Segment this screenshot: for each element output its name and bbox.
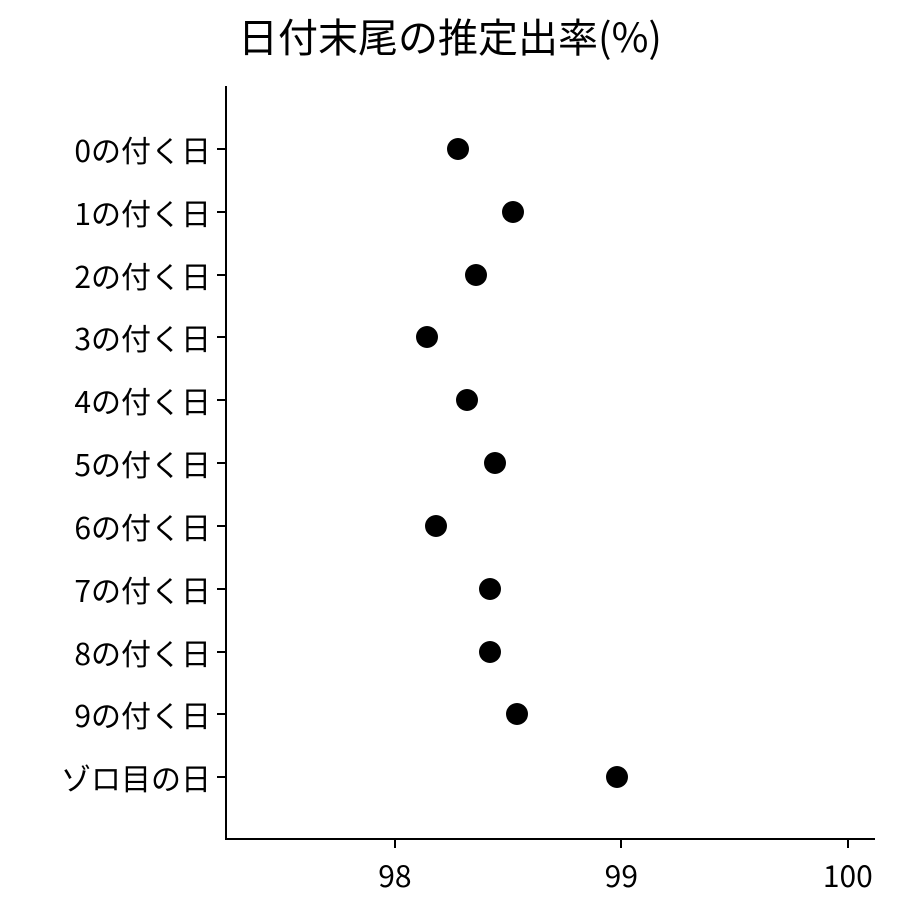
- y-tick-label: 8の付く日: [74, 630, 211, 674]
- data-marker: [416, 326, 438, 348]
- y-tick: [217, 588, 225, 590]
- x-tick-label: 100: [823, 852, 873, 896]
- y-tick-label: 0の付く日: [74, 127, 211, 171]
- y-tick-label: 5の付く日: [74, 441, 211, 485]
- y-tick-label: 9の付く日: [74, 692, 211, 736]
- data-marker: [456, 389, 478, 411]
- y-tick-label: 3の付く日: [74, 315, 211, 359]
- x-tick: [847, 840, 849, 848]
- data-marker: [425, 515, 447, 537]
- y-tick-label: 1の付く日: [74, 190, 211, 234]
- y-tick-label: 4の付く日: [74, 378, 211, 422]
- y-tick: [217, 336, 225, 338]
- y-axis-line: [225, 86, 227, 840]
- y-tick: [217, 462, 225, 464]
- chart-container: 日付末尾の推定出率(%) 0の付く日1の付く日2の付く日3の付く日4の付く日5の…: [0, 0, 900, 900]
- y-tick-label: ゾロ目の日: [61, 755, 211, 799]
- y-tick: [217, 776, 225, 778]
- x-tick: [394, 840, 396, 848]
- y-tick-label: 2の付く日: [74, 253, 211, 297]
- data-marker: [506, 703, 528, 725]
- data-marker: [606, 766, 628, 788]
- chart-title: 日付末尾の推定出率(%): [0, 6, 900, 64]
- data-marker: [479, 578, 501, 600]
- plot-area: 0の付く日1の付く日2の付く日3の付く日4の付く日5の付く日6の付く日7の付く日…: [225, 86, 875, 840]
- y-tick: [217, 713, 225, 715]
- y-tick: [217, 211, 225, 213]
- data-marker: [484, 452, 506, 474]
- x-tick-label: 98: [378, 852, 411, 896]
- data-marker: [447, 138, 469, 160]
- y-tick-label: 7の付く日: [74, 567, 211, 611]
- x-axis-line: [225, 838, 875, 840]
- data-marker: [479, 641, 501, 663]
- y-tick: [217, 525, 225, 527]
- y-tick: [217, 399, 225, 401]
- x-tick: [620, 840, 622, 848]
- data-marker: [465, 264, 487, 286]
- y-tick-label: 6の付く日: [74, 504, 211, 548]
- y-tick: [217, 274, 225, 276]
- y-tick: [217, 148, 225, 150]
- x-tick-label: 99: [605, 852, 638, 896]
- y-tick: [217, 651, 225, 653]
- data-marker: [502, 201, 524, 223]
